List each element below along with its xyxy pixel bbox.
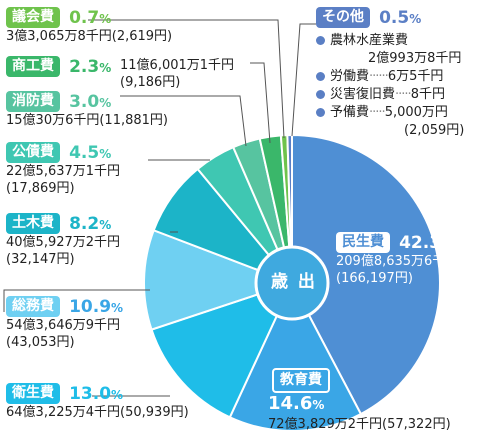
center-circle bbox=[254, 245, 330, 321]
label-eisei: 衛生費 13.0% 64億3,225万4千円(50,939円) bbox=[6, 383, 189, 421]
tag-somu: 総務費 bbox=[6, 296, 60, 317]
prev-shoko: (9,186円) bbox=[120, 75, 181, 90]
bullet-icon bbox=[316, 90, 325, 99]
tag-doboku: 土木費 bbox=[6, 213, 60, 234]
label-kosai: 公債費 4.5% 22億5,637万1千円 (17,869円) bbox=[6, 142, 120, 197]
amount-doboku: 40億5,927万2千円 bbox=[6, 235, 121, 250]
bullet-icon bbox=[316, 108, 325, 117]
leader-shobo bbox=[120, 95, 247, 147]
pct-somu: 10.9% bbox=[69, 296, 124, 317]
pct-kosai: 4.5% bbox=[69, 142, 112, 163]
tag-kosai: 公債費 bbox=[6, 142, 60, 163]
amount-shobo: 15億30万6千円(11,881円) bbox=[6, 113, 168, 128]
label-gikai: 議会費 0.7% 3億3,065万8千円(2,619円) bbox=[6, 7, 172, 45]
tag-other: その他 bbox=[316, 7, 370, 28]
prev-somu: (43,053円) bbox=[6, 335, 75, 350]
pct-shoko: 2.3% bbox=[69, 56, 112, 77]
leader-gikai bbox=[88, 19, 285, 139]
label-other: その他 0.5% 農林水産業費 2億993万8千円 労働費······6万5千円… bbox=[316, 7, 464, 140]
label-minsei: 民生費 42.3% 209億8,635万6千円 (166,197円) bbox=[336, 232, 458, 287]
amount-gikai: 3億3,065万8千円(2,619円) bbox=[6, 29, 173, 44]
tag-eisei: 衛生費 bbox=[6, 383, 60, 404]
pct-shobo: 3.0% bbox=[69, 91, 112, 112]
tag-minsei: 民生費 bbox=[336, 232, 390, 253]
bullet-icon bbox=[316, 36, 325, 45]
pie-slice-3 bbox=[143, 228, 295, 331]
pie-slice-2 bbox=[150, 281, 294, 419]
amount-minsei: 209億8,635万6千円 bbox=[336, 254, 459, 269]
leader-other bbox=[291, 23, 316, 137]
leader-somu bbox=[3, 289, 150, 312]
pct-doboku: 8.2% bbox=[69, 213, 112, 234]
center-label: 歳 出 bbox=[271, 272, 317, 292]
amount-kosai: 22億5,637万1千円 bbox=[6, 164, 121, 179]
tag-shobo: 消防費 bbox=[6, 91, 60, 112]
tag-kyoiku: 教育費 bbox=[272, 368, 330, 393]
amount-eisei: 64億3,225万4千円(50,939円) bbox=[6, 405, 189, 420]
prev-doboku: (32,147円) bbox=[6, 252, 75, 267]
other-item: 農林水産業費 bbox=[316, 32, 464, 50]
pct-minsei: 42.3% bbox=[399, 232, 454, 253]
prev-kosai: (17,869円) bbox=[6, 181, 75, 196]
label-doboku: 土木費 8.2% 40億5,927万2千円 (32,147円) bbox=[6, 213, 120, 268]
label-somu: 総務費 10.9% 54億3,646万9千円 (43,053円) bbox=[6, 296, 123, 351]
tag-shoko: 商工費 bbox=[6, 56, 60, 77]
bullet-icon bbox=[316, 72, 325, 81]
pct-eisei: 13.0% bbox=[69, 383, 124, 404]
other-item: 災害復旧費·····8千円 bbox=[316, 86, 464, 104]
label-shobo: 消防費 3.0% 15億30万6千円(11,881円) bbox=[6, 91, 168, 129]
other-item-amount: 2億993万8千円 bbox=[368, 51, 462, 66]
pct-other: 0.5% bbox=[379, 7, 422, 28]
pie-slice-0 bbox=[291, 133, 441, 416]
pie-slice-1 bbox=[228, 280, 363, 432]
amount-kyoiku: 72億3,829万2千円(57,322円) bbox=[268, 417, 451, 432]
tag-gikai: 議会費 bbox=[6, 7, 60, 28]
label-shoko: 商工費 2.3% bbox=[6, 56, 111, 77]
leader-shoko bbox=[250, 62, 271, 144]
other-prev: (2,059円) bbox=[404, 123, 465, 138]
amount-somu: 54億3,646万9千円 bbox=[6, 318, 121, 333]
pct-gikai: 0.7% bbox=[69, 7, 112, 28]
amount-shoko: 11億6,001万1千円 bbox=[120, 58, 235, 73]
other-item: 予備費·····5,000万円 bbox=[316, 104, 464, 122]
other-item: 労働費······6万5千円 bbox=[316, 68, 464, 86]
pct-kyoiku: 14.6% bbox=[268, 393, 325, 414]
label-kyoiku: 教育費 14.6% 72億3,829万2千円(57,322円) bbox=[268, 368, 451, 433]
prev-minsei: (166,197円) bbox=[336, 271, 413, 286]
